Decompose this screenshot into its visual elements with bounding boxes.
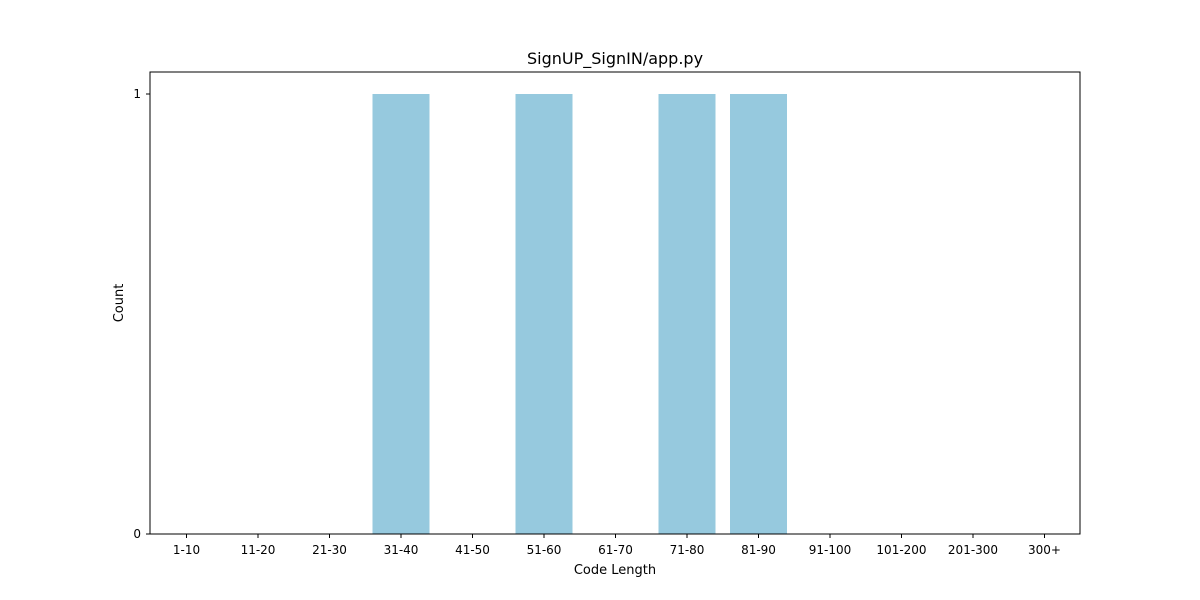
- y-ticks: 01: [133, 87, 150, 541]
- plot-frame: [149, 71, 1081, 535]
- bars-layer: [372, 94, 787, 534]
- x-tick-label: 300+: [1028, 543, 1061, 557]
- bar-71-80: [658, 94, 716, 534]
- bar-51-60: [515, 94, 573, 534]
- bar-81-90: [730, 94, 787, 534]
- x-tick-label: 71-80: [670, 543, 705, 557]
- chart-title: SignUP_SignIN/app.py: [527, 49, 703, 69]
- x-tick-label: 81-90: [741, 543, 776, 557]
- x-ticks: 1-10 11-20 21-30 31-40 41-50 51-60 61-70 71-80 8…: [173, 534, 1061, 557]
- x-tick-label: 1-10: [173, 543, 200, 557]
- x-tick-label: 31-40: [384, 543, 419, 557]
- x-tick-label: 91-100: [809, 543, 852, 557]
- x-tick-label: 11-20: [241, 543, 276, 557]
- x-tick-label: 201-300: [948, 543, 998, 557]
- y-axis-label: Count: [112, 284, 127, 323]
- y-tick-label: 1: [133, 87, 141, 101]
- x-tick-label: 41-50: [455, 543, 490, 557]
- bar-31-40: [372, 94, 430, 534]
- x-tick-label: 51-60: [527, 543, 562, 557]
- x-tick-label: 61-70: [598, 543, 633, 557]
- x-axis-label: Code Length: [574, 563, 656, 578]
- x-tick-label: 101-200: [876, 543, 926, 557]
- x-tick-label: 21-30: [312, 543, 347, 557]
- y-tick-label: 0: [133, 527, 141, 541]
